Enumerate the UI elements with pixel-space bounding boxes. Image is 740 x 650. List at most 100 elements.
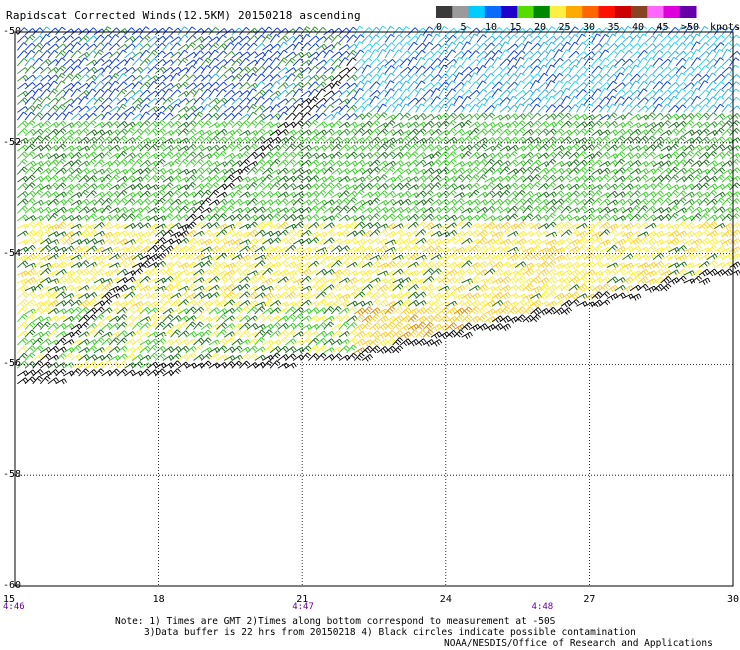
barb-flag — [322, 104, 327, 108]
barb-flag — [231, 58, 235, 63]
barb-flag — [630, 144, 634, 150]
wind-barb — [369, 26, 380, 36]
wind-barb — [591, 27, 603, 36]
barb-flag — [308, 144, 312, 150]
barb-flag — [132, 67, 136, 72]
barb-flag — [152, 130, 157, 135]
barb-flag — [306, 146, 310, 151]
barb-flag — [306, 26, 311, 30]
barb-shaft — [24, 65, 32, 74]
barb-flag — [107, 65, 112, 69]
barb-flag — [544, 104, 549, 109]
barb-flag — [269, 143, 274, 148]
barb-flag — [208, 113, 213, 118]
barb-shaft — [254, 119, 262, 129]
barb-flag — [696, 131, 701, 136]
barb-shaft — [622, 65, 630, 74]
barb-flag — [368, 88, 373, 93]
barb-shaft — [568, 64, 575, 74]
barb-flag — [506, 58, 511, 63]
wind-barb — [399, 103, 410, 113]
barb-shaft — [706, 65, 714, 74]
wind-barb — [124, 27, 136, 36]
barb-shaft — [422, 26, 430, 36]
barb-flag — [231, 66, 236, 71]
barb-shaft — [430, 88, 437, 98]
wind-barb — [93, 49, 104, 59]
barb-flag — [635, 130, 639, 135]
barb-shaft — [254, 96, 262, 105]
barb-shaft — [583, 26, 590, 36]
barb-flag — [47, 58, 52, 63]
barb-flag — [598, 97, 603, 101]
barb-flag — [389, 122, 394, 126]
barb-flag — [667, 66, 672, 71]
barb-shaft — [292, 112, 300, 121]
barb-flag — [146, 89, 151, 94]
barb-flag — [223, 50, 228, 55]
barb-flag — [545, 143, 549, 148]
barb-shaft — [246, 96, 255, 105]
barb-shaft — [231, 112, 239, 121]
barb-flag — [214, 57, 219, 62]
barb-flag — [291, 131, 295, 136]
wind-barb — [599, 57, 610, 67]
barb-flag — [468, 73, 472, 78]
barb-shaft — [108, 73, 116, 82]
barb-shaft — [208, 135, 217, 144]
barb-flag — [38, 146, 42, 151]
barb-flag — [613, 73, 618, 78]
barb-flag — [452, 127, 457, 132]
barb-shaft — [652, 88, 660, 98]
barb-flag — [465, 122, 470, 126]
barb-shaft — [392, 65, 399, 74]
wind-barb — [637, 88, 648, 98]
barb-flag — [338, 143, 342, 148]
barb-flag — [377, 136, 381, 141]
barb-flag — [675, 50, 679, 55]
barb-flag — [711, 123, 716, 128]
barb-flag — [734, 122, 739, 126]
barb-shaft — [599, 27, 607, 36]
barb-flag — [597, 88, 602, 92]
barb-flag — [191, 26, 196, 30]
barb-flag — [336, 122, 340, 127]
barb-shaft — [537, 96, 545, 105]
wind-barb — [599, 27, 610, 36]
barb-shaft — [170, 103, 177, 113]
barb-flag — [223, 43, 228, 48]
wind-barb — [683, 25, 694, 36]
barb-flag — [346, 89, 350, 94]
barb-shaft — [139, 104, 147, 113]
barb-flag — [513, 73, 518, 77]
barb-shaft — [614, 42, 623, 51]
barb-flag — [718, 129, 723, 134]
wind-barb — [131, 35, 143, 43]
barb-flag — [367, 103, 372, 108]
barb-shaft — [384, 143, 393, 152]
barb-flag — [436, 123, 440, 128]
barb-flag — [259, 106, 264, 111]
barb-shaft — [200, 96, 209, 105]
barb-shaft — [591, 88, 599, 98]
barb-shaft — [47, 80, 55, 90]
wind-barb — [154, 35, 167, 43]
barb-shaft — [262, 26, 270, 36]
wind-barb — [415, 80, 426, 90]
barb-shaft — [369, 42, 377, 51]
barb-shaft — [721, 73, 729, 82]
barb-shaft — [660, 103, 667, 113]
barb-shaft — [652, 143, 660, 152]
barb-flag — [53, 88, 58, 92]
barb-flag — [320, 137, 325, 142]
barb-flag — [705, 128, 710, 133]
barb-flag — [122, 122, 126, 127]
barb-flag — [298, 131, 302, 136]
barb-flag — [514, 43, 519, 48]
barb-flag — [161, 50, 166, 55]
barb-flag — [136, 137, 141, 142]
barb-flag — [346, 113, 350, 118]
barb-shaft — [24, 143, 33, 152]
barb-flag — [144, 36, 149, 41]
barb-flag — [629, 136, 634, 141]
